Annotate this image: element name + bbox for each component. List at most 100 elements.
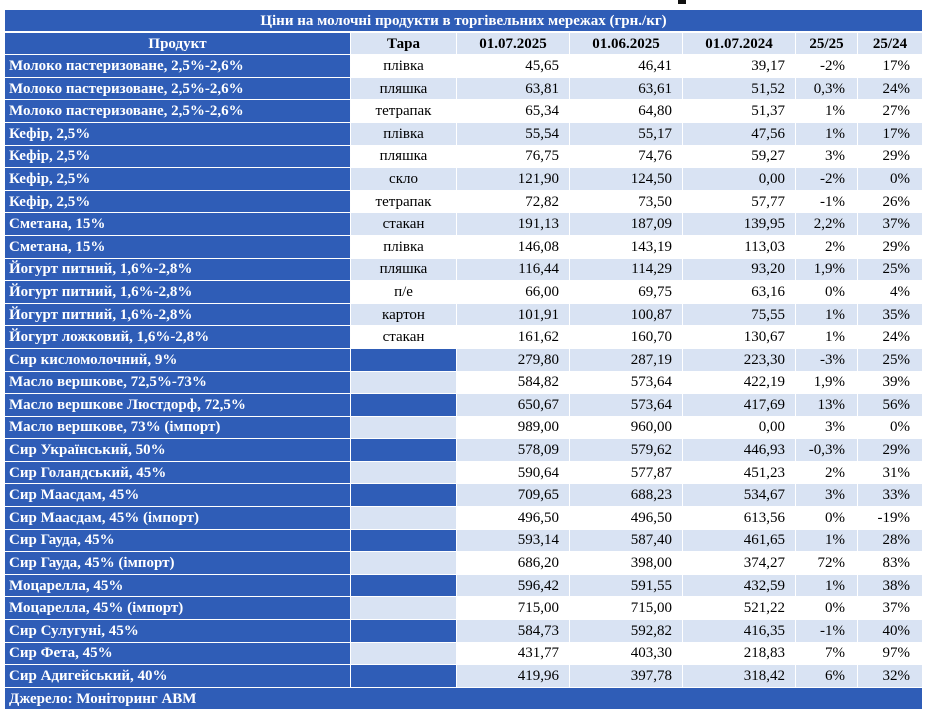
header-change-year: 25/24 [856,31,924,56]
cell-packaging: скло [350,167,457,191]
cell-change-year: 4% [856,280,924,304]
table-row: Сир Голандський, 45% 590,64 577,87 451,23 2%… [4,460,924,485]
table-row: Сметана, 15% плівка 146,08 143,19 113,03 2% 29… [4,234,924,259]
cell-price-2025-07: 686,20 [456,551,570,575]
source-row: Джерело: Моніторинг АВМ [3,686,924,710]
table-row: Йогурт питний, 1,6%-2,8% картон 101,91 100,… [4,302,924,327]
cell-price-2025-06: 73,50 [569,189,683,214]
cell-price-2025-06: 688,23 [569,483,683,508]
cell-change-month: 1% [795,325,858,349]
cell-product: Сир Гауда, 45% (імпорт) [4,551,351,575]
cell-price-2024-07: 374,27 [682,551,796,575]
table-row: Сир Гауда, 45% 593,14 587,40 461,65 1% 28% [4,528,924,553]
cell-packaging [350,506,457,530]
cell-change-month: 6% [795,664,858,688]
cell-price-2025-06: 63,61 [569,76,683,101]
table-row: Кефір, 2,5% плівка 55,54 55,17 47,56 1% 17% [4,121,924,146]
cell-change-year: 39% [856,370,924,395]
header-packaging: Тара [350,31,457,56]
cell-change-year: 27% [856,99,924,123]
cell-price-2025-06: 64,80 [569,99,683,123]
cell-change-year: 25% [856,347,924,372]
cell-change-year: 17% [856,121,924,146]
cell-price-2025-07: 419,96 [456,664,570,688]
cell-packaging: стакан [350,325,457,349]
table-row: Масло вершкове, 73% (імпорт) 989,00 960,00… [4,415,924,440]
cell-price-2025-06: 46,41 [569,54,683,78]
cell-packaging [350,347,457,372]
cell-change-month: 1,9% [795,257,858,282]
cell-change-month: 1% [795,99,858,123]
cell-packaging [350,619,457,643]
cell-product: Йогурт питний, 1,6%-2,8% [4,302,351,327]
cell-product: Моцарелла, 45% [4,573,351,598]
cell-price-2024-07: 139,95 [682,212,796,236]
cell-price-2024-07: 422,19 [682,370,796,395]
header-date-2: 01.06.2025 [569,31,683,56]
cell-price-2025-06: 577,87 [569,460,683,485]
cell-price-2025-06: 397,78 [569,664,683,688]
table-body: Молоко пастеризоване, 2,5%-2,6% плівка 45,… [4,54,924,688]
cell-price-2025-06: 573,64 [569,393,683,417]
cell-product: Йогурт ложковий, 1,6%-2,8% [4,325,351,349]
cell-price-2025-07: 584,82 [456,370,570,395]
cell-product: Сир Фета, 45% [4,641,351,666]
cell-price-2025-07: 715,00 [456,596,570,621]
cell-packaging: п/е [350,280,457,304]
cell-price-2025-06: 573,64 [569,370,683,395]
cell-price-2025-06: 124,50 [569,167,683,191]
cell-packaging: картон [350,302,457,327]
table-row: Сир Маасдам, 45% (імпорт) 496,50 496,50 613… [4,506,924,530]
table-row: Масло вершкове Люстдорф, 72,5% 650,67 573,… [4,393,924,417]
cell-price-2025-06: 100,87 [569,302,683,327]
cell-product: Сир Гауда, 45% [4,528,351,553]
cell-price-2025-07: 596,42 [456,573,570,598]
cell-price-2025-06: 74,76 [569,144,683,169]
header-date-3: 01.07.2024 [682,31,796,56]
cell-price-2025-07: 121,90 [456,167,570,191]
cell-price-2025-07: 72,82 [456,189,570,214]
cell-change-month: 3% [795,415,858,440]
cell-change-month: 1% [795,121,858,146]
table-row: Моцарелла, 45% (імпорт) 715,00 715,00 521,2… [4,596,924,621]
cell-price-2025-06: 960,00 [569,415,683,440]
cell-price-2025-07: 146,08 [456,234,570,259]
cell-packaging: пляшка [350,144,457,169]
cell-change-year: 24% [856,76,924,101]
table-row: Молоко пастеризоване, 2,5%-2,6% тетрапак 6… [4,99,924,123]
cell-price-2024-07: 613,56 [682,506,796,530]
cell-price-2025-07: 578,09 [456,438,570,462]
table-row: Сир Маасдам, 45% 709,65 688,23 534,67 3% 33% [4,483,924,508]
table-row: Сир Фета, 45% 431,77 403,30 218,83 7% 97% [4,641,924,666]
cell-product: Масло вершкове Люстдорф, 72,5% [4,393,351,417]
cell-price-2024-07: 417,69 [682,393,796,417]
cell-price-2024-07: 534,67 [682,483,796,508]
cell-change-month: 2% [795,234,858,259]
table-row: Масло вершкове, 72,5%-73% 584,82 573,64 422… [4,370,924,395]
cell-change-year: 17% [856,54,924,78]
cell-price-2024-07: 0,00 [682,415,796,440]
cell-change-year: 31% [856,460,924,485]
cell-change-year: 29% [856,144,924,169]
cell-packaging: плівка [350,54,457,78]
cell-price-2025-07: 161,62 [456,325,570,349]
cell-change-year: 83% [856,551,924,575]
cell-price-2025-06: 587,40 [569,528,683,553]
cell-product: Молоко пастеризоване, 2,5%-2,6% [4,76,351,101]
table-row: Кефір, 2,5% пляшка 76,75 74,76 59,27 3% 29% [4,144,924,169]
cell-price-2025-07: 496,50 [456,506,570,530]
cell-packaging: тетрапак [350,99,457,123]
cell-price-2025-06: 187,09 [569,212,683,236]
cell-price-2024-07: 51,37 [682,99,796,123]
cell-product: Масло вершкове, 72,5%-73% [4,370,351,395]
cell-product: Сир Український, 50% [4,438,351,462]
cell-product: Кефір, 2,5% [4,144,351,169]
cell-price-2024-07: 451,23 [682,460,796,485]
cell-price-2025-07: 65,34 [456,99,570,123]
cell-change-month: -1% [795,189,858,214]
cell-price-2025-07: 101,91 [456,302,570,327]
cell-change-year: 29% [856,234,924,259]
cell-packaging [350,393,457,417]
cell-product: Кефір, 2,5% [4,189,351,214]
cell-change-year: 97% [856,641,924,666]
